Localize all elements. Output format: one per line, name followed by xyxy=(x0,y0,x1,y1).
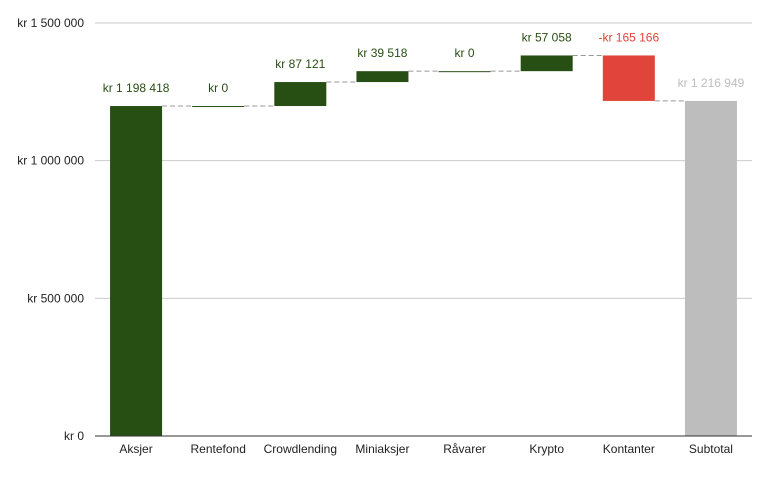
y-tick-label: kr 0 xyxy=(64,429,84,443)
data-label-rentefond: kr 0 xyxy=(208,81,228,95)
x-axis-tick-labels: Aksjer Rentefond Crowdlending Miniaksjer Råv… xyxy=(119,442,733,456)
bar-miniaksjer xyxy=(356,71,409,83)
data-label-crowdlending: kr 87 121 xyxy=(275,57,325,71)
data-label-råvarer: kr 0 xyxy=(455,46,475,60)
data-label-krypto: kr 57 058 xyxy=(522,30,572,44)
data-label-miniaksjer: kr 39 518 xyxy=(357,46,407,60)
bar-krypto xyxy=(520,55,573,72)
y-axis-tick-labels: kr 0 kr 500 000 kr 1 000 000 kr 1 500 000 xyxy=(17,16,84,443)
data-label-subtotal: kr 1 216 949 xyxy=(678,76,745,90)
bar-subtotal xyxy=(684,100,737,436)
bar-rentefond xyxy=(192,106,245,108)
x-tick-label-aksjer: Aksjer xyxy=(119,442,152,456)
x-tick-label-kontanter: Kontanter xyxy=(603,442,655,456)
bar-kontanter xyxy=(602,55,655,101)
x-tick-label-krypto: Krypto xyxy=(529,442,564,456)
x-tick-label-rentefond: Rentefond xyxy=(190,442,245,456)
bars xyxy=(110,55,737,436)
y-tick-label: kr 1 500 000 xyxy=(17,16,84,30)
gridlines xyxy=(95,22,752,299)
data-labels: kr 1 198 418 kr 0 kr 87 121 kr 39 518 kr 0 kr… xyxy=(103,30,745,95)
x-tick-label-miniaksjer: Miniaksjer xyxy=(355,442,409,456)
y-tick-label: kr 500 000 xyxy=(27,291,84,305)
bar-crowdlending xyxy=(274,82,327,107)
x-tick-label-subtotal: Subtotal xyxy=(689,442,733,456)
y-tick-label: kr 1 000 000 xyxy=(17,154,84,168)
data-label-kontanter: -kr 165 166 xyxy=(598,30,659,44)
bar-aksjer xyxy=(110,106,163,436)
bar-råvarer xyxy=(438,71,491,73)
connector-lines xyxy=(162,54,685,107)
data-label-aksjer: kr 1 198 418 xyxy=(103,81,170,95)
x-tick-label-råvarer: Råvarer xyxy=(443,442,486,456)
x-tick-label-crowdlending: Crowdlending xyxy=(264,442,337,456)
